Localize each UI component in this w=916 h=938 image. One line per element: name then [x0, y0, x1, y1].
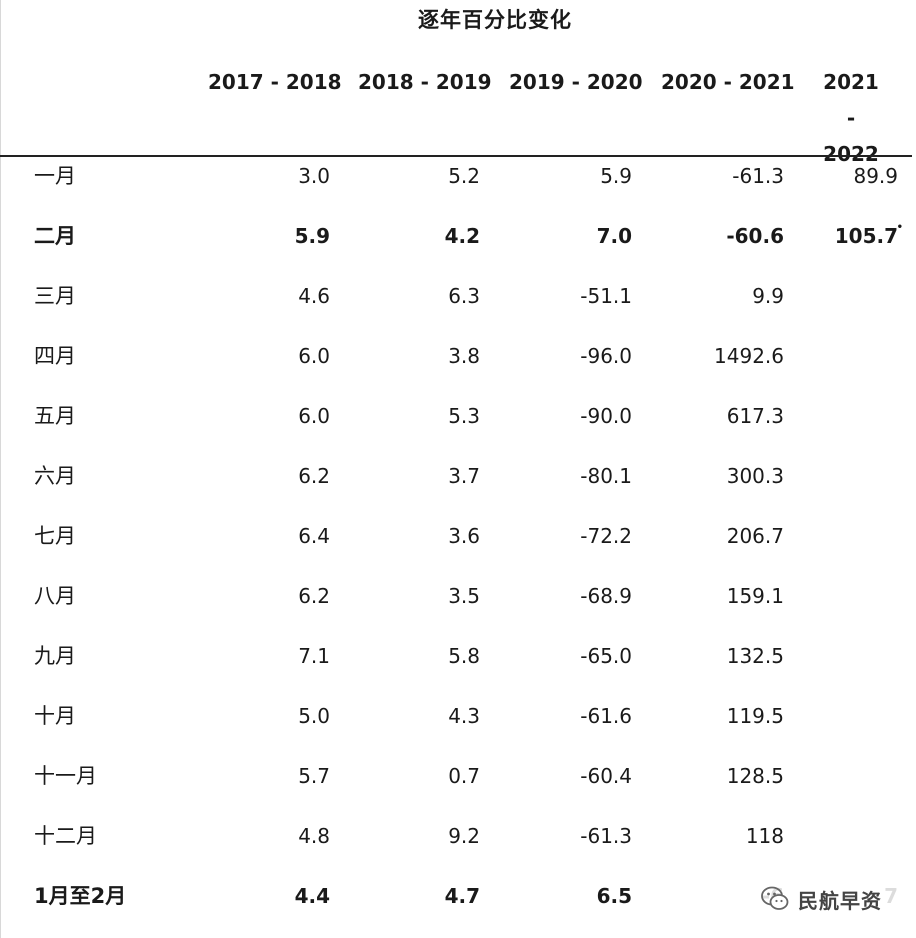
table-row: 三月 4.6 6.3 -51.1 9.9: [0, 276, 916, 336]
watermark-text: 民航早资: [798, 888, 882, 913]
table-row: 十一月 5.7 0.7 -60.4 128.5: [0, 756, 916, 816]
row-month-label: 一月: [34, 164, 76, 188]
column-header-2020-2021: 2020 - 2021: [661, 70, 795, 94]
cell-value: 3.8: [448, 344, 480, 368]
cell-value: 4.2: [444, 224, 480, 248]
left-border: [0, 0, 1, 938]
cell-value: 6.0: [298, 404, 330, 428]
row-month-label: 1月至2月: [34, 884, 127, 908]
cell-value: -65.0: [580, 644, 632, 668]
column-header-2018-2019: 2018 - 2019: [358, 70, 492, 94]
table-row: 八月 6.2 3.5 -68.9 159.1: [0, 576, 916, 636]
table-row: 二月 5.9 4.2 7.0 -60.6 105.7 •: [0, 216, 916, 276]
table-row: 十月 5.0 4.3 -61.6 119.5: [0, 696, 916, 756]
cell-value: -61.6: [580, 704, 632, 728]
cell-value: 6.2: [298, 584, 330, 608]
row-month-label: 十月: [34, 704, 76, 728]
cell-value: 4.8: [298, 824, 330, 848]
table-row: 一月 3.0 5.2 5.9 -61.3 89.9: [0, 156, 916, 216]
cell-value: 6.5: [596, 884, 632, 908]
cell-value: 6.3: [448, 284, 480, 308]
cell-value: 6.0: [298, 344, 330, 368]
column-header-2017-2018: 2017 - 2018: [208, 70, 342, 94]
row-month-label: 五月: [34, 404, 76, 428]
header-divider: [0, 155, 912, 157]
cell-value: 128.5: [726, 764, 784, 788]
cell-value: -68.9: [580, 584, 632, 608]
row-month-label: 二月: [34, 224, 76, 248]
cell-value: 9.2: [448, 824, 480, 848]
row-month-label: 三月: [34, 284, 76, 308]
table-row: 五月 6.0 5.3 -90.0 617.3: [0, 396, 916, 456]
cell-value: 5.3: [448, 404, 480, 428]
table-row: 九月 7.1 5.8 -65.0 132.5: [0, 636, 916, 696]
cell-value: 4.3: [448, 704, 480, 728]
table-row: 六月 6.2 3.7 -80.1 300.3: [0, 456, 916, 516]
cell-value: 5.2: [448, 164, 480, 188]
cell-value: 1492.6: [714, 344, 784, 368]
cell-value: 89.9: [853, 164, 898, 188]
cell-value: -51.1: [580, 284, 632, 308]
wechat-icon: [760, 884, 790, 914]
cell-value: -90.0: [580, 404, 632, 428]
cell-value: 6.4: [298, 524, 330, 548]
cell-value: 7.0: [596, 224, 632, 248]
cell-value: 300.3: [726, 464, 784, 488]
cell-value: 5.7: [298, 764, 330, 788]
row-month-label: 九月: [34, 644, 76, 668]
cell-value: 617.3: [726, 404, 784, 428]
footnote-marker: •: [896, 222, 903, 233]
cell-value: 206.7: [726, 524, 784, 548]
cell-value: 6.2: [298, 464, 330, 488]
cell-value: -60.4: [580, 764, 632, 788]
cell-value: -61.3: [732, 164, 784, 188]
cell-value: 3.6: [448, 524, 480, 548]
cell-value: 4.7: [444, 884, 480, 908]
row-month-label: 十二月: [34, 824, 97, 848]
cell-value: 132.5: [726, 644, 784, 668]
cell-value: 119.5: [726, 704, 784, 728]
cell-value: 9.9: [752, 284, 784, 308]
row-month-label: 八月: [34, 584, 76, 608]
cell-value: 3.7: [448, 464, 480, 488]
column-header-2021-2022: 2021 - 2022: [823, 70, 879, 166]
column-header-2019-2020: 2019 - 2020: [509, 70, 643, 94]
cell-value: 159.1: [726, 584, 784, 608]
cell-value: 5.9: [600, 164, 632, 188]
cell-value: -60.6: [726, 224, 784, 248]
cell-value: 7.1: [298, 644, 330, 668]
cell-value: 118: [745, 824, 784, 848]
table-title: 逐年百分比变化: [418, 8, 572, 32]
cell-value: -96.0: [580, 344, 632, 368]
row-month-label: 七月: [34, 524, 76, 548]
cell-value: 105.7: [834, 224, 898, 248]
cell-value: 5.0: [298, 704, 330, 728]
cell-value: -61.3: [580, 824, 632, 848]
watermark: 民航早资: [760, 880, 916, 918]
cell-value: 4.6: [298, 284, 330, 308]
cell-value: 4.4: [294, 884, 330, 908]
cell-value: -80.1: [580, 464, 632, 488]
cell-value: 0.7: [448, 764, 480, 788]
table-row: 七月 6.4 3.6 -72.2 206.7: [0, 516, 916, 576]
table-row: 四月 6.0 3.8 -96.0 1492.6: [0, 336, 916, 396]
cell-value: -72.2: [580, 524, 632, 548]
row-month-label: 六月: [34, 464, 76, 488]
row-month-label: 十一月: [34, 764, 97, 788]
cell-value: 3.5: [448, 584, 480, 608]
table-row: 十二月 4.8 9.2 -61.3 118: [0, 816, 916, 876]
cell-value: 5.8: [448, 644, 480, 668]
cell-value: 3.0: [298, 164, 330, 188]
cell-value: 5.9: [294, 224, 330, 248]
row-month-label: 四月: [34, 344, 76, 368]
